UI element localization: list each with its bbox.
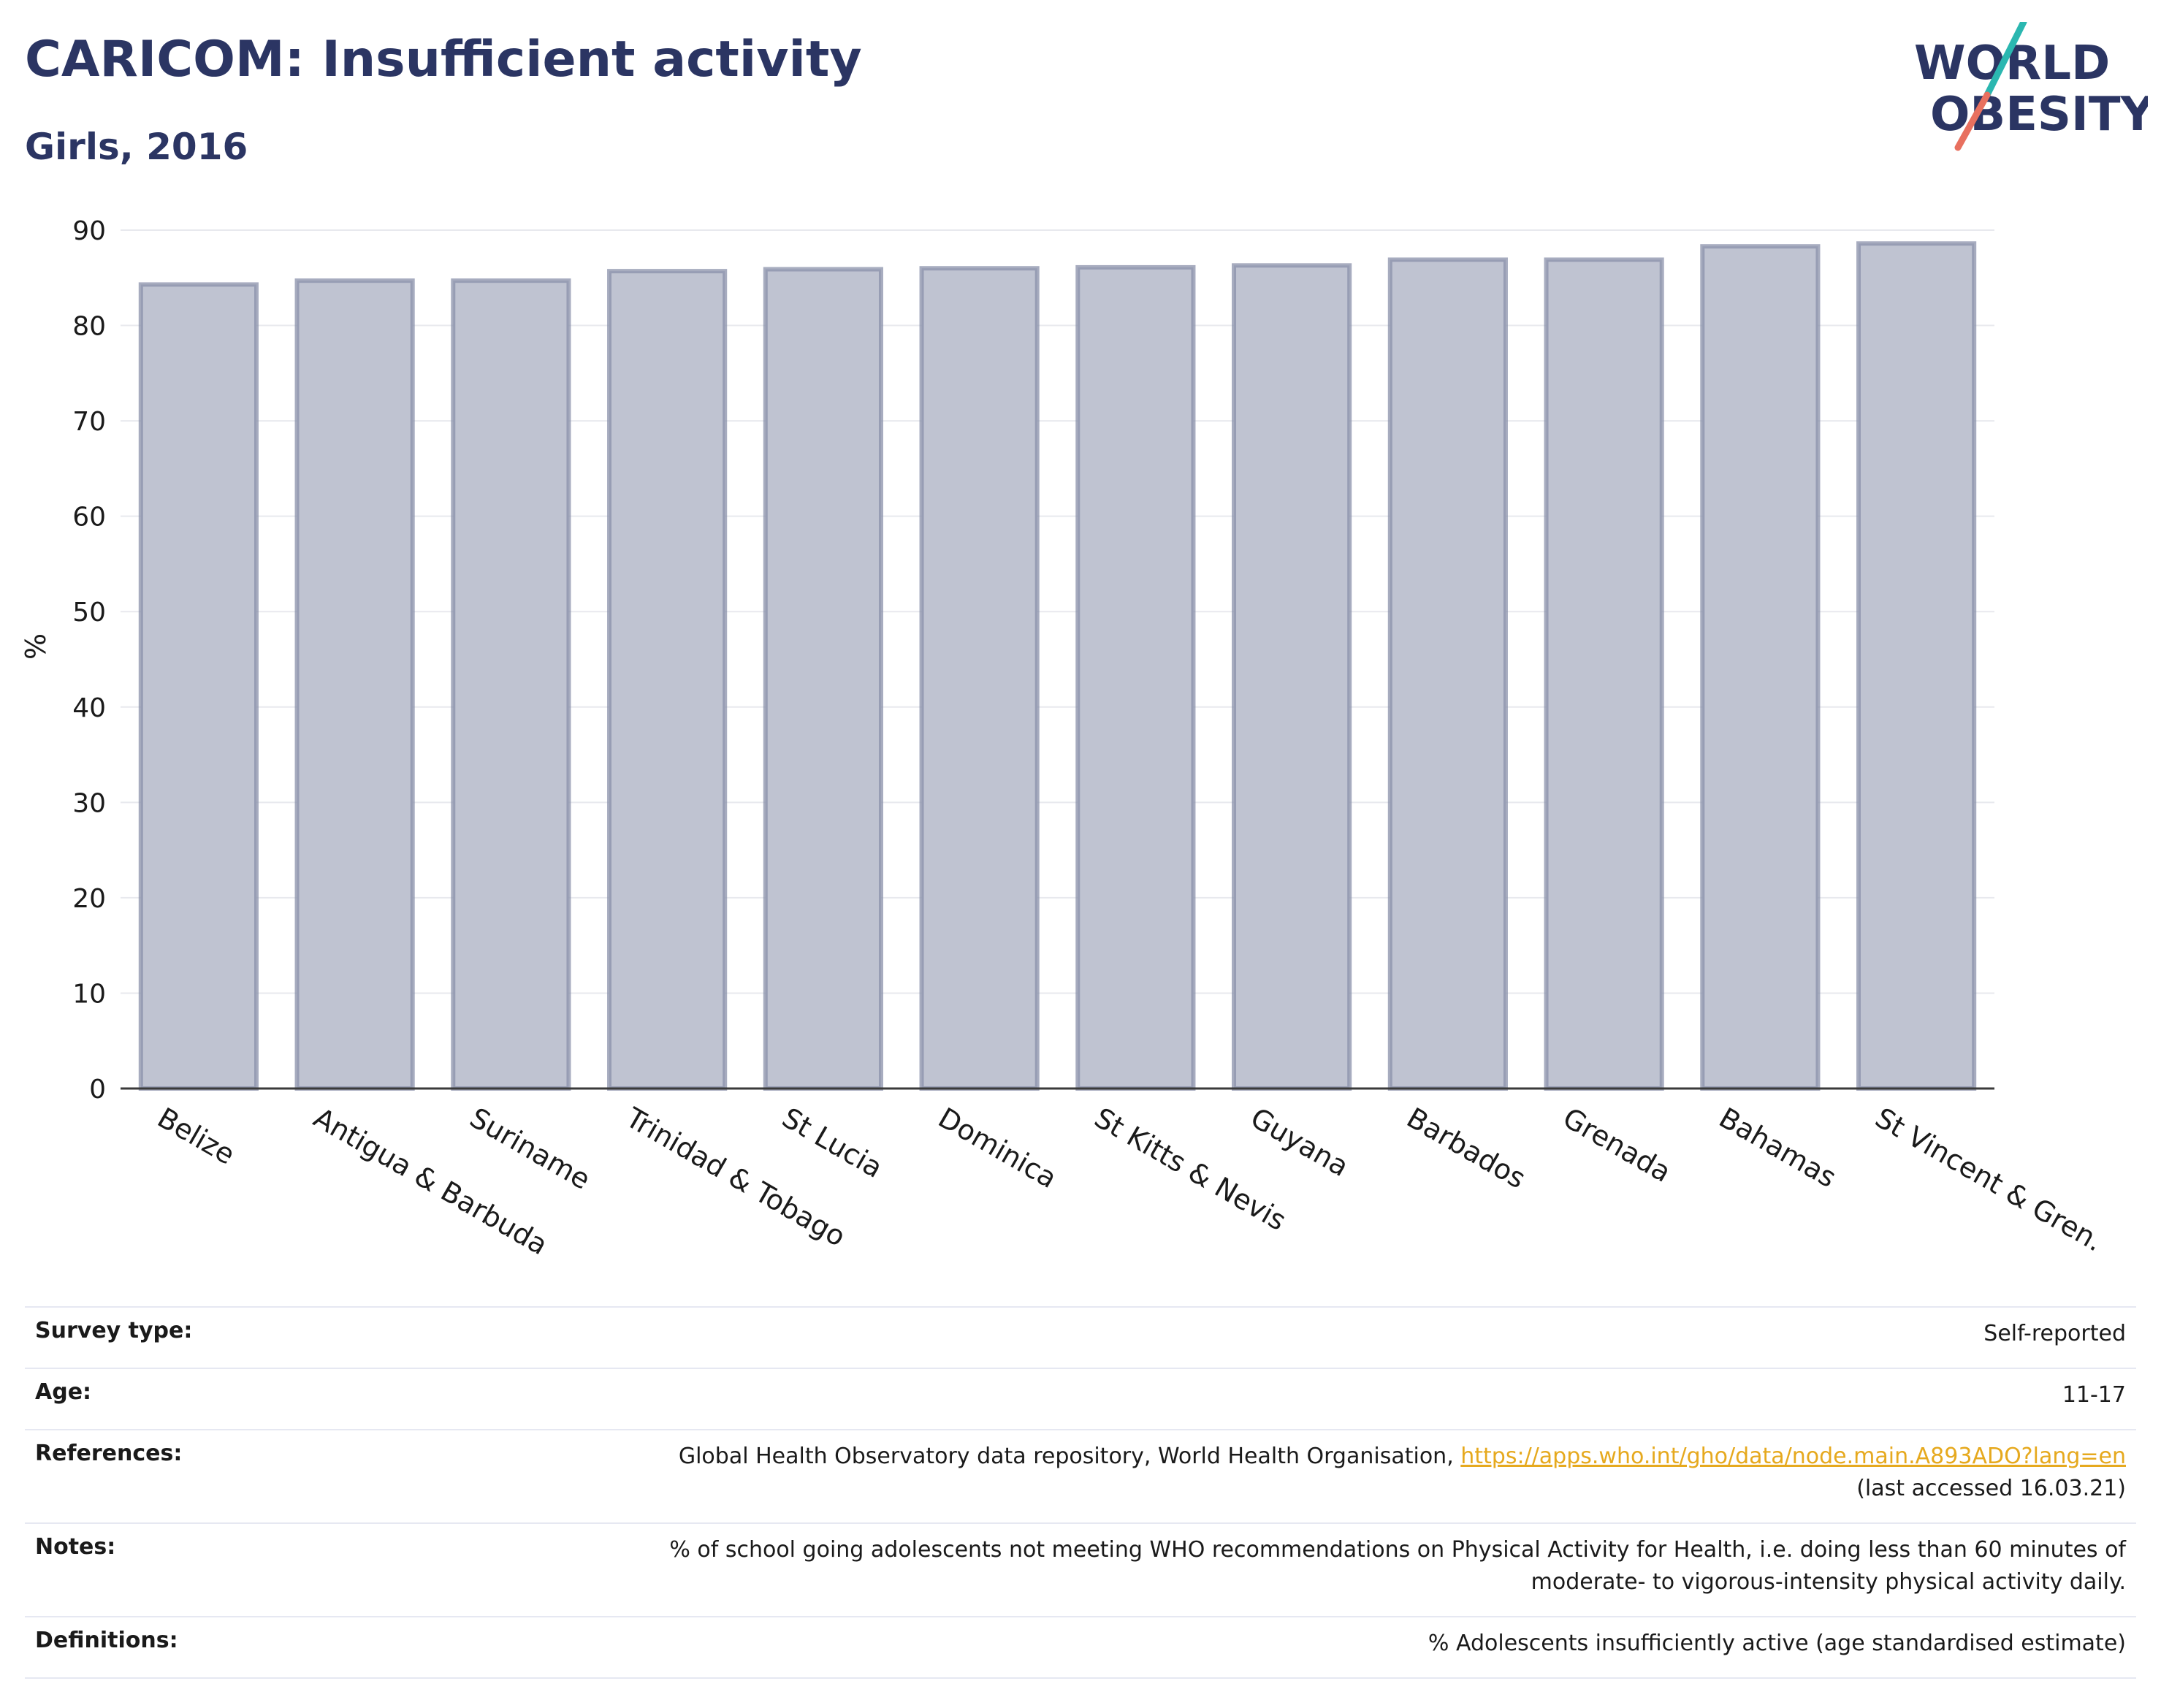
y-tick-label: 40 [72, 693, 106, 723]
references-label: References: [25, 1429, 381, 1523]
y-tick-label: 30 [72, 788, 106, 818]
bar [919, 266, 1040, 1091]
chart-subtitle: Girls, 2016 [25, 126, 248, 168]
y-tick-label: 60 [72, 503, 106, 533]
x-tick-label: Suriname [465, 1102, 596, 1196]
meta-row-definitions: Definitions: % Adolescents insufficientl… [25, 1616, 2136, 1679]
bar [1700, 244, 1821, 1091]
bar [138, 282, 259, 1091]
x-tick-label: Grenada [1558, 1102, 1677, 1189]
logo-slash-bottom [1954, 91, 1991, 151]
bar [607, 269, 728, 1091]
y-tick-label: 50 [72, 598, 106, 628]
meta-row-survey-type: Survey type: Self-reported [25, 1306, 2136, 1368]
age-value: 11-17 [381, 1368, 2136, 1430]
y-tick-label: 80 [72, 312, 106, 342]
notes-line1: % of school going adolescents not meetin… [669, 1537, 2126, 1563]
definitions-label: Definitions: [25, 1616, 381, 1679]
bar [294, 278, 415, 1091]
metadata-table: Survey type: Self-reported Age: 11-17 Re… [25, 1306, 2136, 1679]
world-obesity-logo: WORLD OBESITY [1914, 22, 2148, 151]
x-tick-label: Barbados [1401, 1102, 1531, 1195]
bar [1544, 257, 1664, 1091]
age-label: Age: [25, 1368, 381, 1430]
x-tick-label: St Lucia [777, 1102, 888, 1184]
definitions-value: % Adolescents insufficiently active (age… [381, 1616, 2136, 1679]
x-tick-label: Belize [152, 1102, 240, 1171]
grid-lines [121, 229, 1994, 994]
y-tick-label: 20 [72, 884, 106, 914]
meta-row-age: Age: 11-17 [25, 1368, 2136, 1430]
bar [451, 278, 571, 1091]
y-axis-label: % [20, 633, 52, 660]
notes-value: % of school going adolescents not meetin… [381, 1522, 2136, 1617]
bar [763, 267, 883, 1091]
bar [1232, 263, 1352, 1091]
x-tick-label: Bahamas [1714, 1102, 1842, 1194]
references-text: Global Health Observatory data repositor… [678, 1444, 1461, 1469]
bar-chart: 0 10 20 30 40 50 60 70 80 90 Belize Antigua & Barb… [20, 216, 2108, 1262]
logo-slash-top [1983, 22, 2027, 99]
y-tick-labels: 0 10 20 30 40 50 60 70 80 90 [72, 216, 106, 1105]
references-link[interactable]: https://apps.who.int/gho/data/node.main.… [1460, 1444, 2126, 1469]
references-value: Global Health Observatory data repositor… [381, 1429, 2136, 1523]
y-tick-label: 0 [89, 1075, 106, 1105]
x-tick-label: St Vincent & Gren. [1870, 1102, 2109, 1258]
y-tick-label: 70 [72, 407, 106, 437]
y-tick-label: 90 [72, 216, 106, 246]
survey-type-value: Self-reported [381, 1306, 2136, 1368]
x-tick-label: Guyana [1246, 1102, 1354, 1183]
meta-row-references: References: Global Health Observatory da… [25, 1429, 2136, 1523]
y-tick-label: 10 [72, 979, 106, 1009]
references-accessed: (last accessed 16.03.21) [1856, 1476, 2126, 1501]
bars [138, 241, 1977, 1091]
bar [1856, 241, 1977, 1091]
x-tick-label: Dominica [933, 1102, 1062, 1195]
chart-title: CARICOM: Insufficient activity [25, 31, 862, 88]
bar [1075, 264, 1196, 1091]
survey-type-label: Survey type: [25, 1306, 381, 1368]
notes-label: Notes: [25, 1522, 381, 1617]
meta-row-notes: Notes: % of school going adolescents not… [25, 1522, 2136, 1617]
notes-line2: moderate- to vigorous-intensity physical… [1531, 1569, 2126, 1595]
bar [1387, 257, 1508, 1091]
